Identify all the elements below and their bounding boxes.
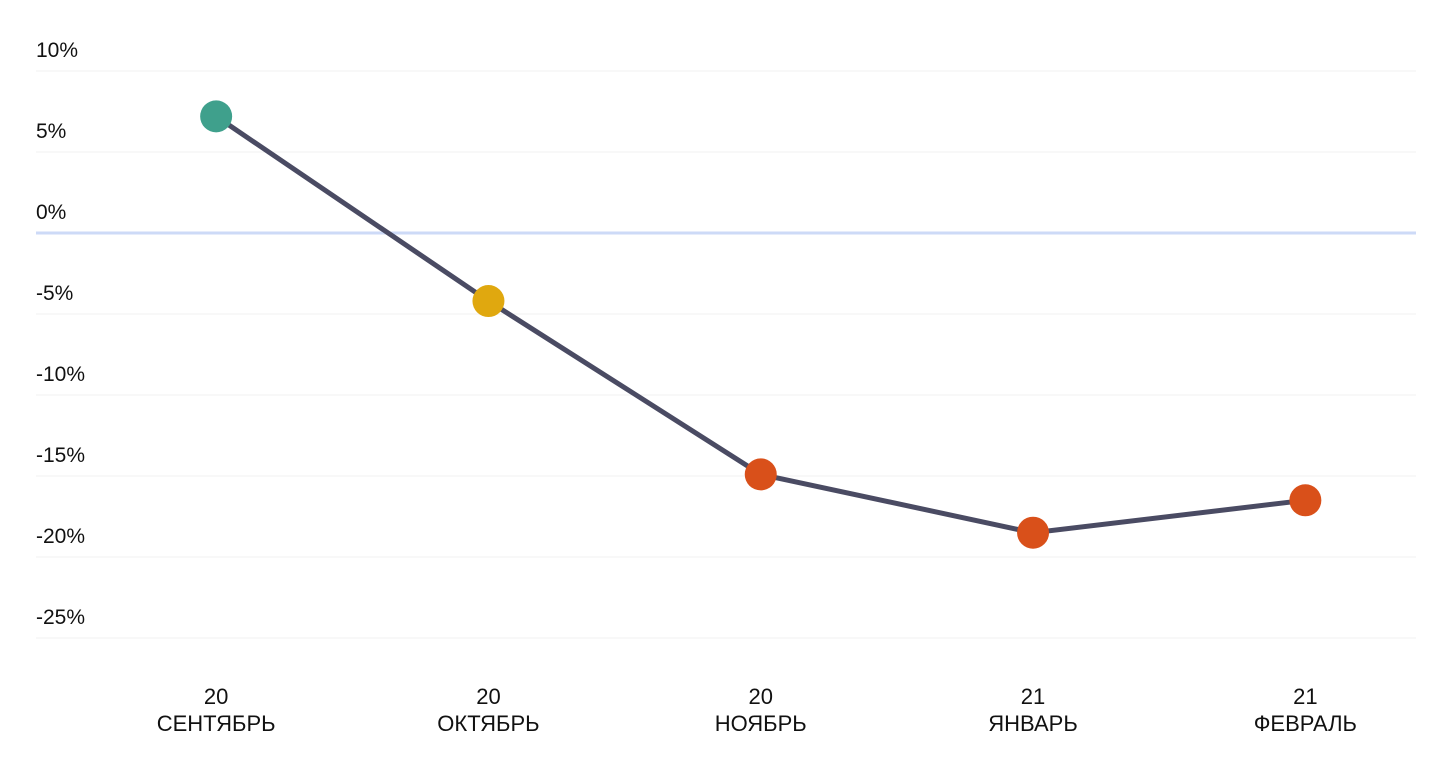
y-tick-label: -25% xyxy=(36,606,85,629)
y-tick-label: -5% xyxy=(36,282,73,305)
x-tick-label: ЯНВАРЬ xyxy=(988,711,1078,736)
x-tick-year: 21 xyxy=(1021,684,1045,709)
y-tick-label: 0% xyxy=(36,201,66,224)
x-tick-label: ФЕВРАЛЬ xyxy=(1254,711,1357,736)
x-tick-label: НОЯБРЬ xyxy=(715,711,807,736)
y-tick-label: -20% xyxy=(36,525,85,548)
point xyxy=(744,458,777,491)
y-tick-label: -15% xyxy=(36,444,85,467)
x-tick-year: 20 xyxy=(204,684,228,709)
x-tick-label: СЕНТЯБРЬ xyxy=(157,711,276,736)
x-tick-label: ОКТЯБРЬ xyxy=(437,711,539,736)
point xyxy=(200,100,233,133)
x-tick-year: 21 xyxy=(1293,684,1317,709)
y-tick-label: 5% xyxy=(36,120,66,143)
x-tick-year: 20 xyxy=(749,684,773,709)
point xyxy=(1017,516,1050,549)
x-tick-year: 20 xyxy=(476,684,500,709)
point xyxy=(1289,484,1322,517)
y-tick-label: 10% xyxy=(36,39,78,62)
y-tick-label: -10% xyxy=(36,363,85,386)
point xyxy=(472,285,505,318)
